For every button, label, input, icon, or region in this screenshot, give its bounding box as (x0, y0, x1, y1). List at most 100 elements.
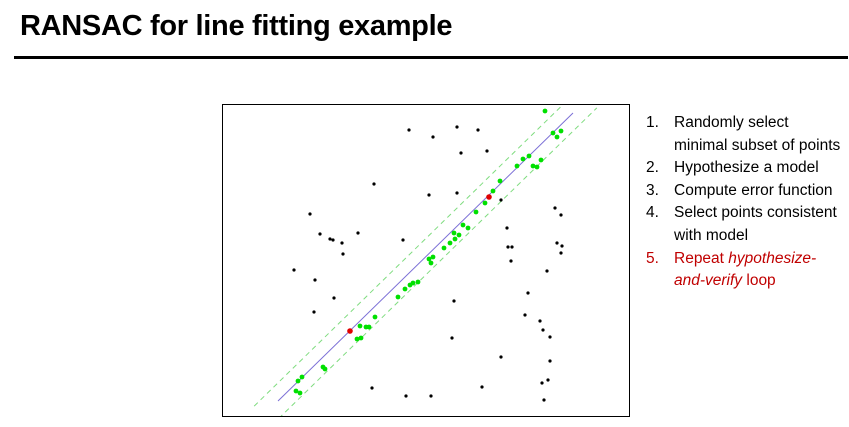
outlier-point (499, 198, 503, 202)
inlier-point (558, 128, 564, 134)
inlier-point (534, 164, 540, 170)
outlier-point (523, 313, 527, 317)
threshold-line-upper (280, 107, 598, 416)
inlier-point (460, 222, 466, 228)
outlier-point (555, 241, 559, 245)
outlier-point (506, 245, 510, 249)
ransac-plot (253, 105, 598, 416)
step-number: 5. (646, 249, 659, 267)
step-text: Compute error function (674, 181, 833, 199)
outlier-point (429, 394, 433, 398)
outlier-point (328, 237, 332, 241)
inlier-point (490, 188, 496, 194)
step-text: Randomly select minimal subset of points (674, 114, 841, 154)
outlier-point (356, 231, 360, 235)
outlier-point (427, 193, 431, 197)
step-number: 4. (646, 204, 659, 222)
step-number: 2. (646, 159, 659, 177)
outlier-point (548, 359, 552, 363)
inlier-point (514, 163, 520, 169)
outlier-point (546, 378, 550, 382)
outlier-point (476, 128, 480, 132)
threshold-line-lower (253, 105, 564, 407)
outlier-point (541, 328, 545, 332)
inlier-point (426, 256, 432, 262)
inlier-point (402, 286, 408, 292)
outlier-points (292, 125, 564, 402)
outlier-point (455, 125, 459, 129)
inlier-point (366, 324, 372, 330)
sample-point (347, 328, 353, 334)
inlier-point (299, 374, 305, 380)
step-text-tail: loop (746, 272, 776, 290)
outlier-point (313, 278, 317, 282)
inlier-point (358, 335, 364, 341)
outlier-point (452, 299, 456, 303)
inlier-point (538, 157, 544, 163)
inlier-point (372, 314, 378, 320)
outlier-point (370, 386, 374, 390)
inlier-point (456, 232, 462, 238)
inlier-point (428, 260, 434, 266)
inlier-point (451, 230, 457, 236)
outlier-point (341, 252, 345, 256)
step-number: 3. (646, 181, 659, 199)
inlier-point (441, 245, 447, 251)
step-text-italic: hypothesize-and-verify (674, 249, 817, 290)
outlier-point (540, 381, 544, 385)
inlier-point (550, 130, 556, 136)
outlier-point (509, 259, 513, 263)
sample-point (486, 194, 492, 200)
outlier-point (559, 251, 563, 255)
ransac-figure (222, 104, 630, 417)
outlier-point (292, 268, 296, 272)
inlier-point (526, 153, 532, 159)
inlier-point (465, 225, 471, 231)
step-text-plain: Repeat (674, 249, 724, 267)
outlier-point (553, 206, 557, 210)
outlier-point (560, 244, 564, 248)
outlier-point (505, 226, 509, 230)
ransac-steps-list: 1. Randomly select minimal subset of poi… (644, 112, 844, 293)
inlier-point (452, 236, 458, 242)
outlier-point (545, 269, 549, 273)
outlier-point (559, 213, 563, 217)
inlier-point (415, 279, 421, 285)
inlier-point (322, 366, 328, 372)
outlier-point (331, 238, 335, 242)
inlier-point (542, 108, 548, 114)
outlier-point (510, 245, 514, 249)
outlier-point (318, 232, 322, 236)
outlier-point (450, 336, 454, 340)
outlier-point (538, 319, 542, 323)
outlier-point (308, 212, 312, 216)
outlier-point (548, 335, 552, 339)
step-5: 5. Repeat hypothesize-and-verify loop (644, 248, 844, 293)
step-4: 4. Select points consistent with model (644, 202, 844, 247)
inlier-point (447, 240, 453, 246)
step-3: 3. Compute error function (644, 180, 844, 203)
outlier-point (401, 238, 405, 242)
step-number: 1. (646, 114, 659, 131)
outlier-point (407, 128, 411, 132)
inlier-point (554, 134, 560, 140)
outlier-point (455, 191, 459, 195)
outlier-point (526, 291, 530, 295)
inlier-point (354, 336, 360, 342)
slide-title: RANSAC for line fitting example (20, 10, 453, 42)
outlier-point (340, 241, 344, 245)
outlier-point (431, 135, 435, 139)
inlier-point (357, 323, 363, 329)
inlier-point (520, 156, 526, 162)
step-1: 1. Randomly select minimal subset of poi… (644, 112, 844, 157)
inlier-point (293, 388, 299, 394)
step-text: Select points consistent with model (674, 204, 837, 244)
outlier-point (499, 355, 503, 359)
step-text: Hypothesize a model (674, 159, 819, 177)
outlier-point (480, 385, 484, 389)
inlier-point (473, 209, 479, 215)
inlier-point (430, 254, 436, 260)
outlier-point (459, 151, 463, 155)
inlier-point (530, 163, 536, 169)
inlier-point (395, 294, 401, 300)
